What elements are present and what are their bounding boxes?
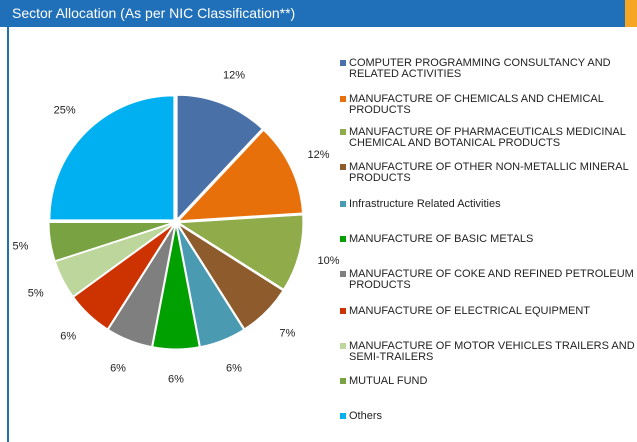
pie-slice xyxy=(177,214,304,290)
legend-item: MANUFACTURE OF MOTOR VEHICLES TRAILERS A… xyxy=(340,341,636,363)
legend-label: MUTUAL FUND xyxy=(349,375,428,387)
panel-border xyxy=(7,27,9,442)
legend-swatch xyxy=(340,164,346,170)
legend-label: Infrastructure Related Activities xyxy=(349,198,501,210)
legend-swatch xyxy=(340,96,346,102)
pie-slice xyxy=(177,223,284,330)
data-label: 7% xyxy=(279,327,295,339)
chart-title: Sector Allocation (As per NIC Classifica… xyxy=(12,5,296,21)
legend-item: MANUFACTURE OF OTHER NON-METALLIC MINERA… xyxy=(340,162,636,184)
pie-slice xyxy=(176,224,245,348)
legend-item: MANUFACTURE OF BASIC METALS xyxy=(340,234,636,245)
legend-label: MANUFACTURE OF PHARMACEUTICALS MEDICINAL… xyxy=(349,126,626,149)
pie-slice xyxy=(177,129,304,222)
data-label: 6% xyxy=(168,373,184,385)
legend-item: MANUFACTURE OF CHEMICALS AND CHEMICAL PR… xyxy=(340,94,636,116)
pie-slice xyxy=(49,95,175,221)
legend-item: MUTUAL FUND xyxy=(340,376,636,387)
header: Sector Allocation (As per NIC Classifica… xyxy=(0,0,637,27)
pie-slice xyxy=(107,224,176,348)
legend-label: MANUFACTURE OF OTHER NON-METALLIC MINERA… xyxy=(349,161,629,184)
legend-item: MANUFACTURE OF COKE AND REFINED PETROLEU… xyxy=(340,269,636,291)
data-label: 10% xyxy=(318,255,340,267)
legend-swatch xyxy=(340,129,346,135)
legend-label: Others xyxy=(349,410,383,422)
pie-slice xyxy=(72,223,175,330)
legend-swatch xyxy=(340,343,346,349)
legend-swatch xyxy=(340,413,346,419)
data-label: 12% xyxy=(223,69,245,81)
legend-label: MANUFACTURE OF COKE AND REFINED PETROLEU… xyxy=(349,268,634,291)
legend-label: MANUFACTURE OF ELECTRICAL EQUIPMENT xyxy=(349,305,591,317)
legend-swatch xyxy=(340,271,346,277)
pie-slice xyxy=(54,222,174,297)
legend-item: COMPUTER PROGRAMMING CONSULTANCY AND REL… xyxy=(340,58,636,80)
data-label: 6% xyxy=(60,331,76,343)
pie-slice xyxy=(176,94,263,221)
data-label: 12% xyxy=(307,149,329,161)
legend-item: Infrastructure Related Activities xyxy=(340,199,636,210)
data-label: 6% xyxy=(110,362,126,374)
pie-slice xyxy=(152,224,200,350)
legend-item: MANUFACTURE OF ELECTRICAL EQUIPMENT xyxy=(340,306,636,317)
legend-label: MANUFACTURE OF CHEMICALS AND CHEMICAL PR… xyxy=(349,93,604,116)
data-label: 5% xyxy=(13,241,29,253)
header-tab xyxy=(625,0,637,27)
data-label: 6% xyxy=(226,362,242,374)
legend-label: MANUFACTURE OF BASIC METALS xyxy=(349,233,534,245)
legend-label: MANUFACTURE OF MOTOR VEHICLES TRAILERS A… xyxy=(349,340,635,363)
legend-swatch xyxy=(340,236,346,242)
legend-label: COMPUTER PROGRAMMING CONSULTANCY AND REL… xyxy=(349,57,611,80)
legend-swatch xyxy=(340,378,346,384)
legend-item: MANUFACTURE OF PHARMACEUTICALS MEDICINAL… xyxy=(340,127,636,149)
legend-item: Others xyxy=(340,411,636,422)
data-label: 5% xyxy=(28,287,44,299)
legend-swatch xyxy=(340,308,346,314)
pie-slice xyxy=(48,221,174,262)
legend-swatch xyxy=(340,201,346,207)
legend-swatch xyxy=(340,60,346,66)
data-label: 25% xyxy=(54,105,76,117)
